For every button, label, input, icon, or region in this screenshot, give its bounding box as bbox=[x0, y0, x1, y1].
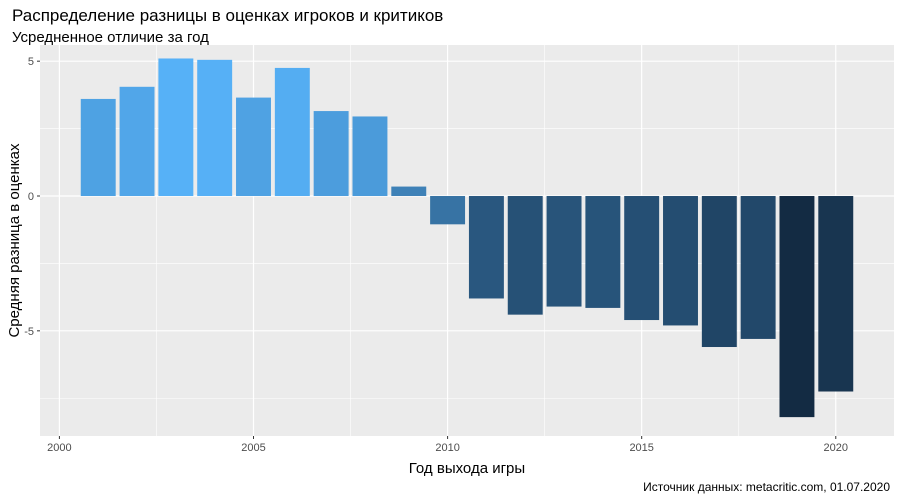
bar-2009 bbox=[391, 186, 427, 197]
bar-2016 bbox=[663, 196, 698, 326]
bar-2019 bbox=[779, 196, 815, 418]
x-axis-title: Год выхода игры bbox=[409, 460, 525, 477]
bar-2011 bbox=[468, 196, 504, 299]
y-tick-label: -5 bbox=[24, 326, 34, 338]
y-tick-label: 5 bbox=[28, 56, 34, 68]
bar-2015 bbox=[624, 196, 660, 321]
y-axis-title: Средняя разница в оценках bbox=[6, 143, 23, 338]
x-tick-label: 2010 bbox=[435, 442, 459, 454]
chart-title: Распределение разницы в оценках игроков … bbox=[12, 6, 444, 25]
bar-2018 bbox=[740, 196, 776, 339]
chart-caption: Источник данных: metacritic.com, 01.07.2… bbox=[643, 480, 890, 494]
x-tick-label: 2005 bbox=[241, 442, 265, 454]
bar-2007 bbox=[313, 111, 349, 197]
y-tick-label: 0 bbox=[28, 191, 34, 203]
bar-2008 bbox=[352, 116, 388, 197]
bar-2013 bbox=[546, 196, 582, 307]
bar-2010 bbox=[430, 196, 466, 225]
x-tick-label: 2020 bbox=[824, 442, 848, 454]
bar-2004 bbox=[197, 59, 233, 197]
bar-2020 bbox=[818, 196, 854, 392]
bar-2001 bbox=[80, 98, 116, 197]
bar-2006 bbox=[274, 67, 310, 197]
x-tick-label: 2000 bbox=[47, 442, 71, 454]
bar-2017 bbox=[701, 196, 737, 348]
bar-2012 bbox=[507, 196, 543, 315]
bar-2002 bbox=[119, 86, 155, 197]
chart-subtitle: Усредненное отличие за год bbox=[12, 29, 209, 46]
bar-2005 bbox=[236, 97, 271, 197]
bar-2003 bbox=[158, 58, 194, 197]
x-tick-label: 2015 bbox=[629, 442, 653, 454]
bar-2014 bbox=[585, 196, 621, 308]
